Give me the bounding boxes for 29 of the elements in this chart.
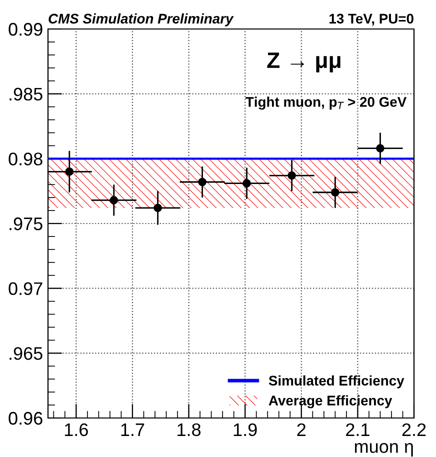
x-axis-title: muon η <box>354 443 413 457</box>
y-tick-label: 0.98 <box>8 152 42 166</box>
x-tick-label: 2.2 <box>402 423 426 436</box>
annotation: Tight muon, p$_{T}$ > 20 GeV <box>246 96 407 110</box>
x-tick-label: 1.7 <box>121 424 144 436</box>
x-tick-label: 2.1 <box>346 423 370 436</box>
point <box>154 204 162 212</box>
x-tick-label: 1.6 <box>64 423 88 436</box>
point <box>376 144 384 152</box>
y-tick-label: .985 <box>10 88 42 101</box>
y-tick-label: .975 <box>10 217 42 230</box>
point <box>198 178 206 186</box>
chart-subtitle: 13 TeV, PU=0 <box>330 14 414 26</box>
y-tick-label: 0.97 <box>8 282 42 296</box>
y-tick-label: 0.99 <box>8 22 42 36</box>
legend-label: Average Efficiency <box>268 395 392 408</box>
legend-label: Simulated Efficiency <box>268 375 404 388</box>
point <box>65 167 74 176</box>
point <box>288 171 296 180</box>
x-tick-label: 1.8 <box>178 423 201 436</box>
point <box>331 188 340 197</box>
y-tick-label: 0.96 <box>8 412 42 425</box>
point <box>242 179 251 188</box>
x-tick-label: 2 <box>297 423 306 436</box>
x-tick-label: 1.9 <box>234 423 257 436</box>
annotation: Z → μμ <box>267 52 340 72</box>
y-tick-label: .965 <box>10 347 42 360</box>
point <box>110 196 118 204</box>
chart-title: CMS Simulation Preliminary <box>48 13 234 26</box>
